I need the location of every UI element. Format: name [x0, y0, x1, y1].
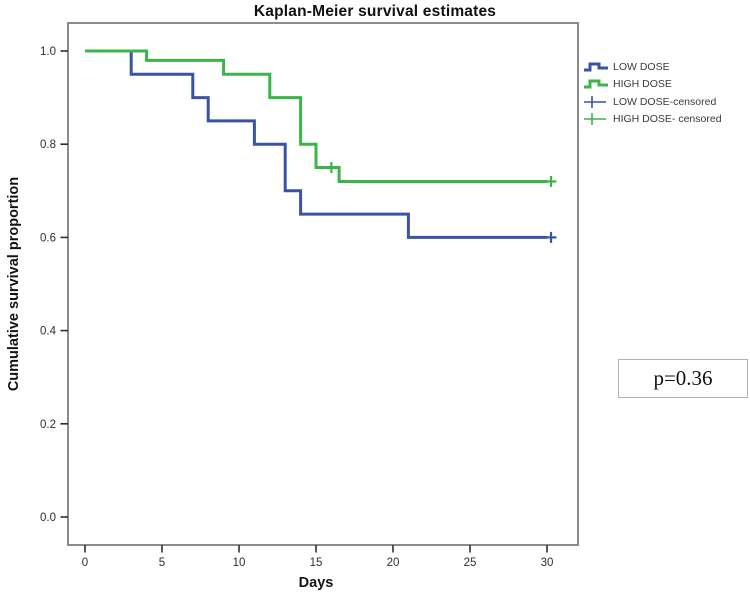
p-value-box: p=0.36	[618, 359, 748, 398]
high-dose-censor-plus-icon	[584, 113, 606, 126]
y-tick-label: 0.2	[40, 419, 56, 431]
legend-item-high-dose: HIGH DOSE	[583, 76, 722, 94]
legend: LOW DOSE HIGH DOSE LOW DOSE-censored HIG…	[583, 58, 722, 128]
low-dose-censor-plus-icon	[584, 95, 606, 108]
x-tick-label: 10	[233, 557, 246, 569]
p-value-text: p=0.36	[653, 366, 713, 390]
low-dose-line-swatch-icon	[584, 62, 608, 72]
x-tick-label: 25	[464, 557, 477, 569]
y-tick-label: 1.0	[40, 46, 56, 58]
survival-curve-high-dose	[85, 49, 547, 183]
plot-frame	[67, 22, 579, 546]
legend-label: LOW DOSE	[613, 60, 670, 73]
x-tick-label: 15	[310, 557, 323, 569]
legend-item-low-dose: LOW DOSE	[583, 58, 722, 76]
x-tick-label: 0	[82, 557, 88, 569]
y-tick-label: 0.4	[40, 326, 57, 338]
x-tick-label: 30	[541, 557, 554, 569]
x-tick-label: 20	[387, 557, 400, 569]
chart-title: Kaplan-Meier survival estimates	[253, 3, 497, 20]
legend-label: LOW DOSE-censored	[613, 95, 717, 108]
y-tick-label: 0.8	[40, 139, 56, 151]
x-tick-label: 5	[159, 557, 165, 569]
y-tick-label: 0.0	[40, 512, 56, 524]
x-axis-label: Days	[298, 575, 334, 591]
legend-item-high-dose-censored: HIGH DOSE- censored	[583, 111, 722, 129]
y-axis-label: Cumulative survival proportion	[6, 176, 22, 392]
legend-label: HIGH DOSE- censored	[613, 113, 722, 126]
high-dose-line-swatch-icon	[584, 79, 608, 89]
survival-curve-low-dose	[85, 49, 547, 239]
legend-item-low-dose-censored: LOW DOSE-censored	[583, 93, 722, 111]
legend-label: HIGH DOSE	[613, 78, 672, 91]
y-tick-label: 0.6	[40, 232, 56, 244]
